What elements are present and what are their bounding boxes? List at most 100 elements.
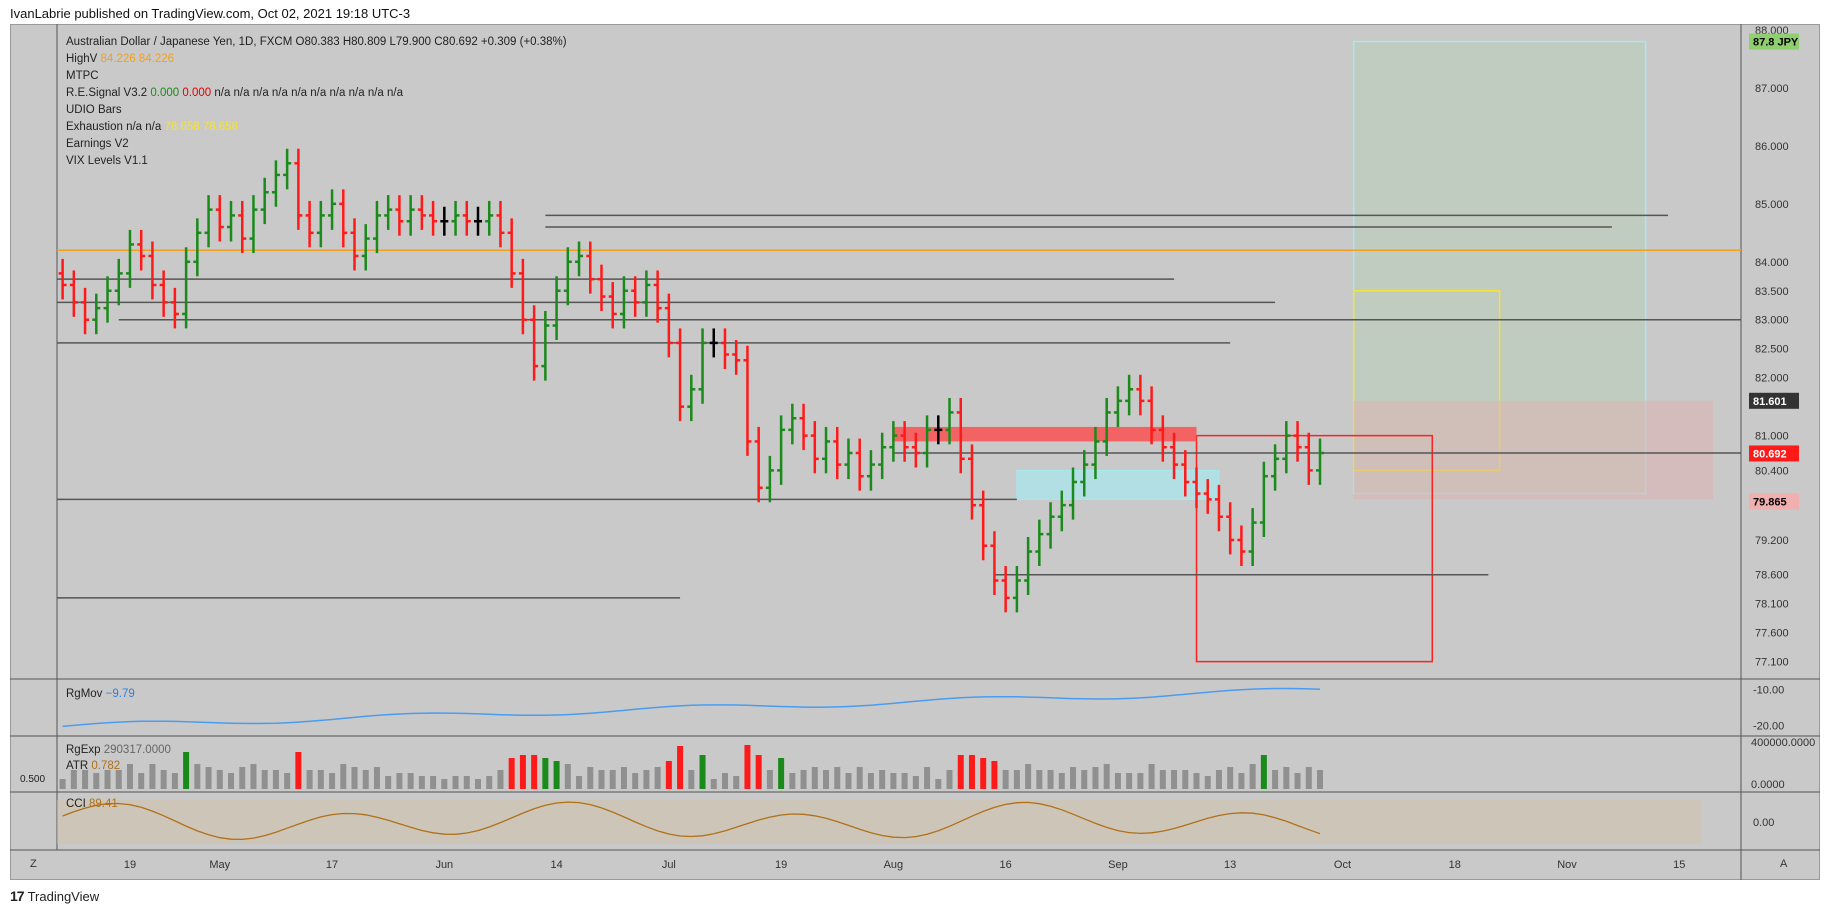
ohlc-bar[interactable] [114,258,123,306]
ohlc-bar[interactable] [316,200,325,248]
legend-highv[interactable]: HighV 84.226 84.226 [66,51,567,68]
ohlc-bar[interactable] [339,189,348,248]
ohlc-bar[interactable] [642,270,651,317]
ohlc-bar[interactable] [619,276,628,329]
ohlc-bar[interactable] [698,328,707,404]
ohlc-bar[interactable] [889,421,898,462]
ohlc-bar[interactable] [1259,461,1268,538]
ohlc-bar[interactable] [530,305,539,381]
ohlc-bar[interactable] [148,241,157,300]
ohlc-bar[interactable] [631,276,640,317]
ohlc-bar[interactable] [159,270,168,317]
ohlc-bar[interactable] [743,345,752,456]
ohlc-bar[interactable] [732,340,741,375]
ohlc-bar[interactable] [384,195,393,230]
ohlc-bar[interactable] [474,206,482,236]
ohlc-bar[interactable] [844,438,853,480]
ohlc-bar[interactable] [1170,432,1179,480]
ohlc-bar[interactable] [945,397,954,445]
auto-scale-button[interactable]: A [1780,858,1788,870]
ohlc-bar[interactable] [1316,438,1324,485]
cci-legend[interactable]: CCI 89.41 [66,798,118,810]
ohlc-bar[interactable] [765,455,774,503]
ohlc-bar[interactable] [799,403,808,451]
ohlc-bar[interactable] [541,311,550,381]
ohlc-bar[interactable] [979,490,988,561]
ohlc-bar[interactable] [664,293,673,358]
legend-symbol-row[interactable]: Australian Dollar / Japanese Yen, 1D, FX… [66,34,567,51]
legend-mtpc[interactable]: MTPC [66,70,99,82]
ohlc-bar[interactable] [552,276,561,341]
ohlc-bar[interactable] [193,218,202,277]
ohlc-bar[interactable] [1271,444,1280,491]
ohlc-bar[interactable] [575,241,584,277]
ohlc-bar[interactable] [1012,566,1021,613]
ohlc-bar[interactable] [294,148,303,230]
ohlc-bar[interactable] [1237,525,1246,567]
rgexp-legend[interactable]: RgExp 290317.0000 [66,744,171,756]
ohlc-bar[interactable] [1046,502,1055,549]
ohlc-bar[interactable] [1069,467,1078,520]
ohlc-bar[interactable] [1192,467,1201,509]
ohlc-bar[interactable] [406,195,415,236]
ohlc-bar[interactable] [92,293,101,335]
ohlc-bar[interactable] [372,200,381,254]
ohlc-bar[interactable] [103,276,112,323]
atr-legend[interactable]: ATR 0.782 [66,760,120,772]
ohlc-bar[interactable] [81,287,90,335]
ohlc-bar[interactable] [462,200,471,236]
ohlc-bar[interactable] [563,247,572,306]
zoom-reset-button[interactable]: Z [30,858,37,870]
ohlc-bar[interactable] [923,415,932,468]
ohlc-bar[interactable] [833,426,842,480]
ohlc-bar[interactable] [249,195,258,254]
ohlc-bar[interactable] [720,328,729,369]
ohlc-bar[interactable] [507,218,516,288]
legend-exhaustion[interactable]: Exhaustion n/a n/a 78.658 78.658 [66,119,567,136]
legend-earnings[interactable]: Earnings V2 [66,138,129,150]
ohlc-bar[interactable] [496,200,505,248]
ohlc-bar[interactable] [1226,502,1235,555]
ohlc-bar[interactable] [676,328,685,422]
ohlc-bar[interactable] [1214,484,1223,532]
ohlc-bar[interactable] [990,531,999,595]
ohlc-bar[interactable] [1248,508,1257,567]
ohlc-bar[interactable] [271,160,280,207]
ohlc-bar[interactable] [215,195,224,242]
ohlc-bar[interactable] [608,282,617,329]
ohlc-bar[interactable] [967,444,976,520]
ohlc-bar[interactable] [440,206,449,236]
ohlc-bar[interactable] [137,229,146,271]
ohlc-bar[interactable] [1102,397,1111,456]
ohlc-bar[interactable] [1125,374,1134,416]
rgmov-legend[interactable]: RgMov −9.79 [66,688,135,700]
ohlc-bar[interactable] [1113,386,1122,427]
ohlc-bar[interactable] [518,258,527,335]
ohlc-bar[interactable] [58,258,67,300]
ohlc-bar[interactable] [911,432,920,468]
ohlc-bar[interactable] [878,432,887,480]
ohlc-bar[interactable] [1091,426,1100,480]
ohlc-bar[interactable] [1035,519,1044,567]
ohlc-bar[interactable] [1024,537,1033,595]
ohlc-bar[interactable] [586,241,595,294]
ohlc-bar[interactable] [1057,490,1066,532]
ohlc-bar[interactable] [956,397,965,474]
ohlc-bar[interactable] [283,148,292,190]
ohlc-bar[interactable] [170,287,179,329]
ohlc-bar[interactable] [1147,386,1156,445]
ohlc-bar[interactable] [1136,374,1145,416]
ohlc-bar[interactable] [204,195,213,248]
ohlc-bar[interactable] [328,189,337,230]
ohlc-bar[interactable] [1181,450,1190,497]
ohlc-bar[interactable] [260,177,269,225]
ohlc-bar[interactable] [485,200,494,236]
ohlc-bar[interactable] [653,270,662,323]
chart-canvas[interactable]: 88.00087.00086.00085.00084.00083.50083.0… [10,24,1820,880]
ohlc-bar[interactable] [777,415,786,485]
ohlc-bar[interactable] [350,218,359,271]
ohlc-bar[interactable] [238,200,247,254]
ohlc-bar[interactable] [788,403,797,445]
legend-udio[interactable]: UDIO Bars [66,104,122,116]
ohlc-bar[interactable] [855,438,864,491]
